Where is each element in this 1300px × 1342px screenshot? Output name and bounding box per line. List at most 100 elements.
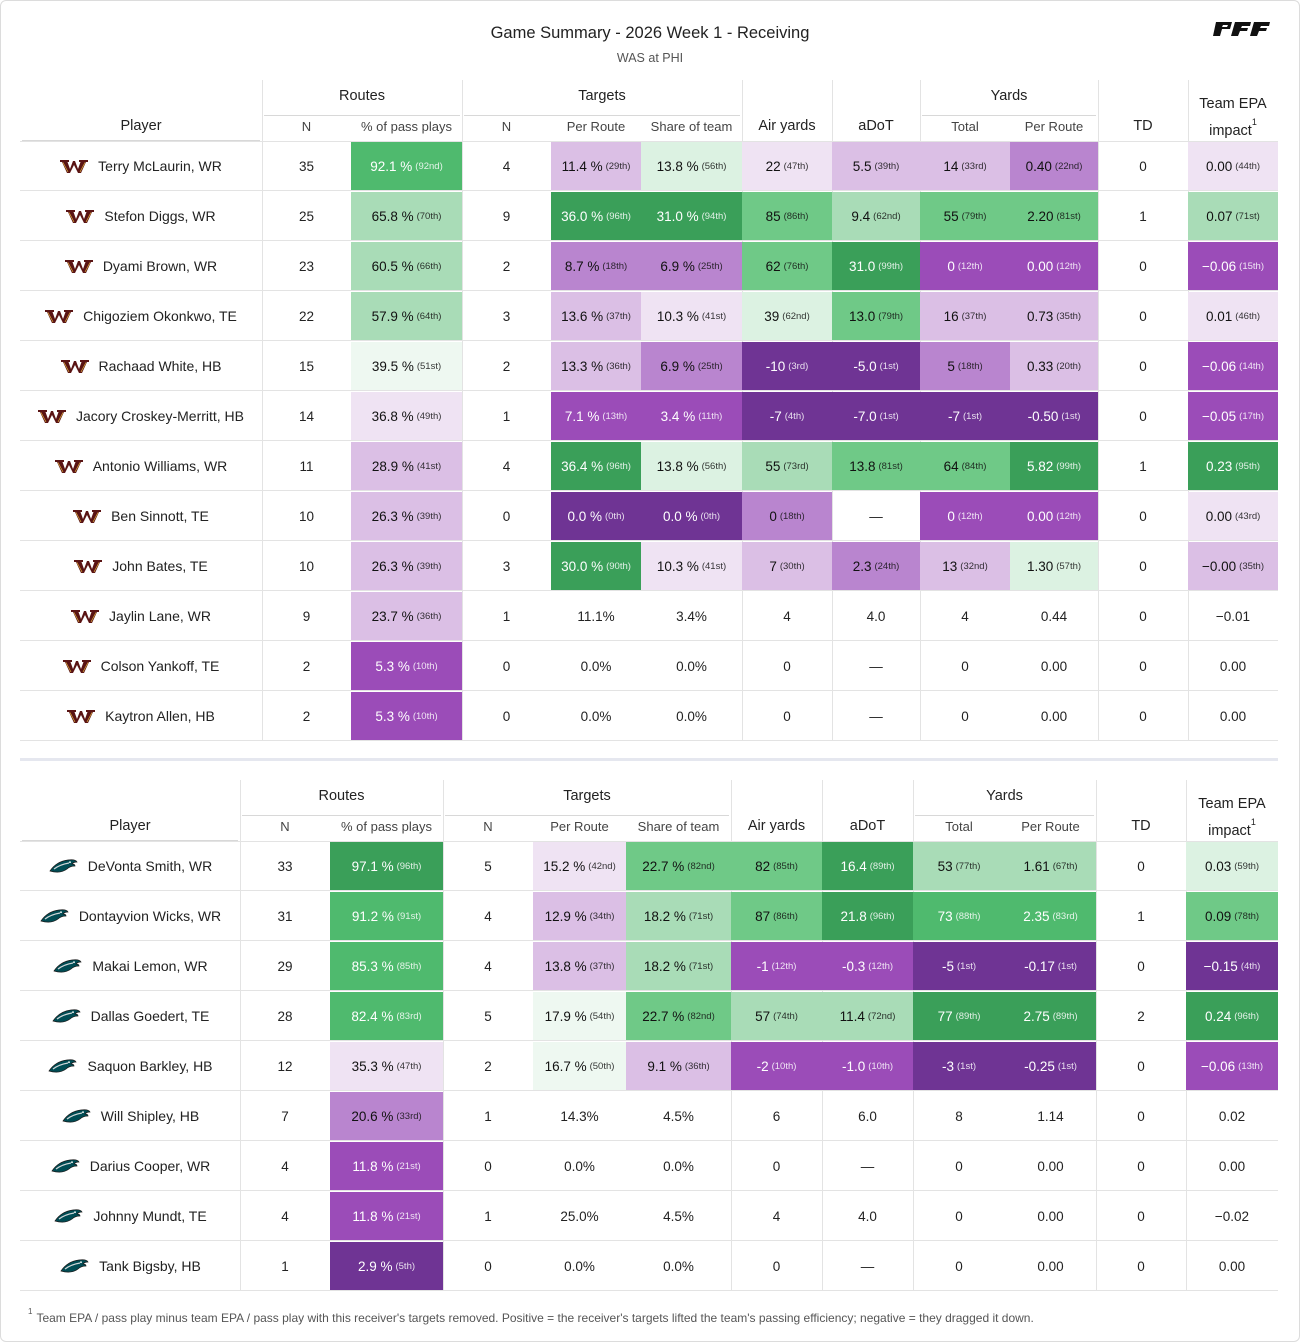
player-name-cell[interactable]: Darius Cooper, WR — [20, 1141, 240, 1191]
cell-value: −0.06 — [1202, 259, 1237, 274]
player-name-cell[interactable]: Colson Yankoff, TE — [20, 641, 262, 691]
player-name-cell[interactable]: Dyami Brown, WR — [20, 241, 262, 291]
cell-value: 91.2 % — [351, 909, 394, 924]
targets-header-rule — [445, 815, 729, 816]
ypr-cell: -0.17 (1st) — [1005, 942, 1096, 991]
air-cell: 85 (86th) — [742, 192, 832, 241]
cell-value: 31.0 % — [656, 209, 699, 224]
player-name-cell[interactable]: Kaytron Allen, HB — [20, 691, 262, 741]
player-name-cell[interactable]: John Bates, TE — [20, 541, 262, 591]
cell-value: 13.8 % — [656, 159, 699, 174]
percentile-rank: (67th) — [1052, 861, 1078, 872]
cell-value: 0.24 — [1204, 1009, 1232, 1024]
player-name-cell[interactable]: Tank Bigsby, HB — [20, 1241, 240, 1291]
routes-pct-cell: 65.8 % (70th) — [351, 192, 462, 241]
ytot-cell: 8 — [913, 1092, 1005, 1141]
player-name-cell[interactable]: Ben Sinnott, TE — [20, 491, 262, 541]
ytot-cell: -5 (1st) — [913, 942, 1005, 991]
routes-pct-cell: 20.6 % (33rd) — [330, 1092, 443, 1141]
player-name-cell[interactable]: Dallas Goedert, TE — [20, 991, 240, 1041]
per-route-cell: 15.2 % (42nd) — [533, 842, 626, 891]
player-name-cell[interactable]: Makai Lemon, WR — [20, 941, 240, 991]
air-cell: 6 — [731, 1092, 822, 1141]
cell-value: — — [869, 709, 883, 724]
player-name-cell[interactable]: Dontayvion Wicks, WR — [20, 891, 240, 941]
air-cell: 0 — [742, 642, 832, 691]
cell-value: 4.0 — [866, 609, 886, 624]
share-cell: 4.5% — [626, 1092, 731, 1141]
percentile-rank: (39th) — [874, 161, 900, 172]
commanders-w-icon — [73, 510, 102, 523]
col-header-targets-n: N — [501, 119, 512, 134]
player-name-cell[interactable]: Rachaad White, HB — [20, 341, 262, 391]
column-divider — [1096, 780, 1097, 1291]
header-divider — [20, 141, 1278, 142]
player-name-cell[interactable]: Johnny Mundt, TE — [20, 1191, 240, 1241]
cell-value: 0.33 — [1026, 359, 1054, 374]
percentile-rank: (43rd) — [1234, 511, 1261, 522]
cell-value: 2.3 — [852, 559, 872, 574]
percentile-rank: (15th) — [1239, 261, 1264, 272]
row-divider — [20, 1140, 1278, 1141]
cell-value: 14 — [943, 159, 959, 174]
player-name-cell[interactable]: Terry McLaurin, WR — [20, 141, 262, 191]
percentile-rank: (12th) — [868, 961, 894, 972]
eagles-head-icon — [49, 859, 78, 873]
cell-value: −0.01 — [1215, 609, 1251, 624]
player-name: Stefon Diggs, WR — [104, 208, 216, 224]
player-name-cell[interactable]: Chigoziem Okonkwo, TE — [20, 291, 262, 341]
cell-value: 26.3 % — [371, 559, 414, 574]
cell-value: 85.3 % — [351, 959, 394, 974]
percentile-rank: (81st) — [1056, 211, 1081, 222]
player-name-cell[interactable]: Will Shipley, HB — [20, 1091, 240, 1141]
player-name-cell[interactable]: DeVonta Smith, WR — [20, 841, 240, 891]
ytot-cell: 55 (79th) — [920, 192, 1010, 241]
player-name-cell[interactable]: Jacory Croskey-Merritt, HB — [20, 391, 262, 441]
player-name-cell[interactable]: Saquon Barkley, HB — [20, 1041, 240, 1091]
routes-pct-cell: 28.9 % (41st) — [351, 442, 462, 491]
ypr-cell: 1.61 (67th) — [1005, 842, 1096, 891]
routes-n-cell: 4 — [281, 1208, 289, 1224]
cell-value: 13 — [942, 559, 958, 574]
air-cell: 0 (18th) — [742, 492, 832, 541]
cell-value: 6.9 % — [660, 259, 695, 274]
epa-cell: 0.01 (46th) — [1188, 292, 1278, 341]
routes-n-cell: 14 — [298, 408, 315, 424]
cell-value: 4.0 — [858, 1209, 877, 1224]
cell-value: −0.15 — [1203, 959, 1238, 974]
percentile-rank: (83rd) — [396, 1011, 422, 1022]
epa-cell: −0.06 (13th) — [1186, 1042, 1278, 1091]
cell-value: — — [869, 659, 883, 674]
col-header-yards-per-route: Per Route — [1021, 819, 1080, 834]
percentile-rank: (71st) — [688, 911, 714, 922]
targets-n-cell: 4 — [484, 958, 492, 974]
row-divider — [20, 1190, 1278, 1191]
player-name-cell[interactable]: Antonio Williams, WR — [20, 441, 262, 491]
td-cell: 0 — [1137, 858, 1145, 874]
commanders-w-icon — [54, 460, 83, 473]
percentile-rank: (88th) — [955, 911, 981, 922]
td-cell: 0 — [1139, 308, 1147, 324]
percentile-rank: (5th) — [395, 1261, 416, 1272]
player-name-cell[interactable]: Jaylin Lane, WR — [20, 591, 262, 641]
player-name-cell[interactable]: Stefon Diggs, WR — [20, 191, 262, 241]
air-cell: -1 (12th) — [731, 942, 822, 991]
cell-value: 9.1 % — [647, 1059, 682, 1074]
routes-pct-cell: 36.8 % (49th) — [351, 392, 462, 441]
percentile-rank: (10th) — [868, 1061, 894, 1072]
cell-value: 0.0% — [676, 709, 707, 724]
cell-value: 14.3% — [560, 1109, 599, 1124]
td-cell: 0 — [1137, 1208, 1145, 1224]
routes-n-cell: 10 — [298, 508, 315, 524]
table-separator — [20, 758, 1278, 761]
percentile-rank: (1st) — [1057, 1061, 1077, 1072]
percentile-rank: (84th) — [961, 461, 987, 472]
cell-value: 17.9 % — [544, 1009, 587, 1024]
percentile-rank: (3rd) — [788, 361, 809, 372]
targets-n-cell: 2 — [502, 258, 511, 274]
percentile-rank: (21st) — [396, 1211, 421, 1222]
cell-value: 31.0 — [848, 259, 876, 274]
cell-value: 8.7 % — [564, 259, 600, 274]
targets-header-rule — [464, 115, 740, 116]
cell-value: 39.5 % — [371, 359, 414, 374]
